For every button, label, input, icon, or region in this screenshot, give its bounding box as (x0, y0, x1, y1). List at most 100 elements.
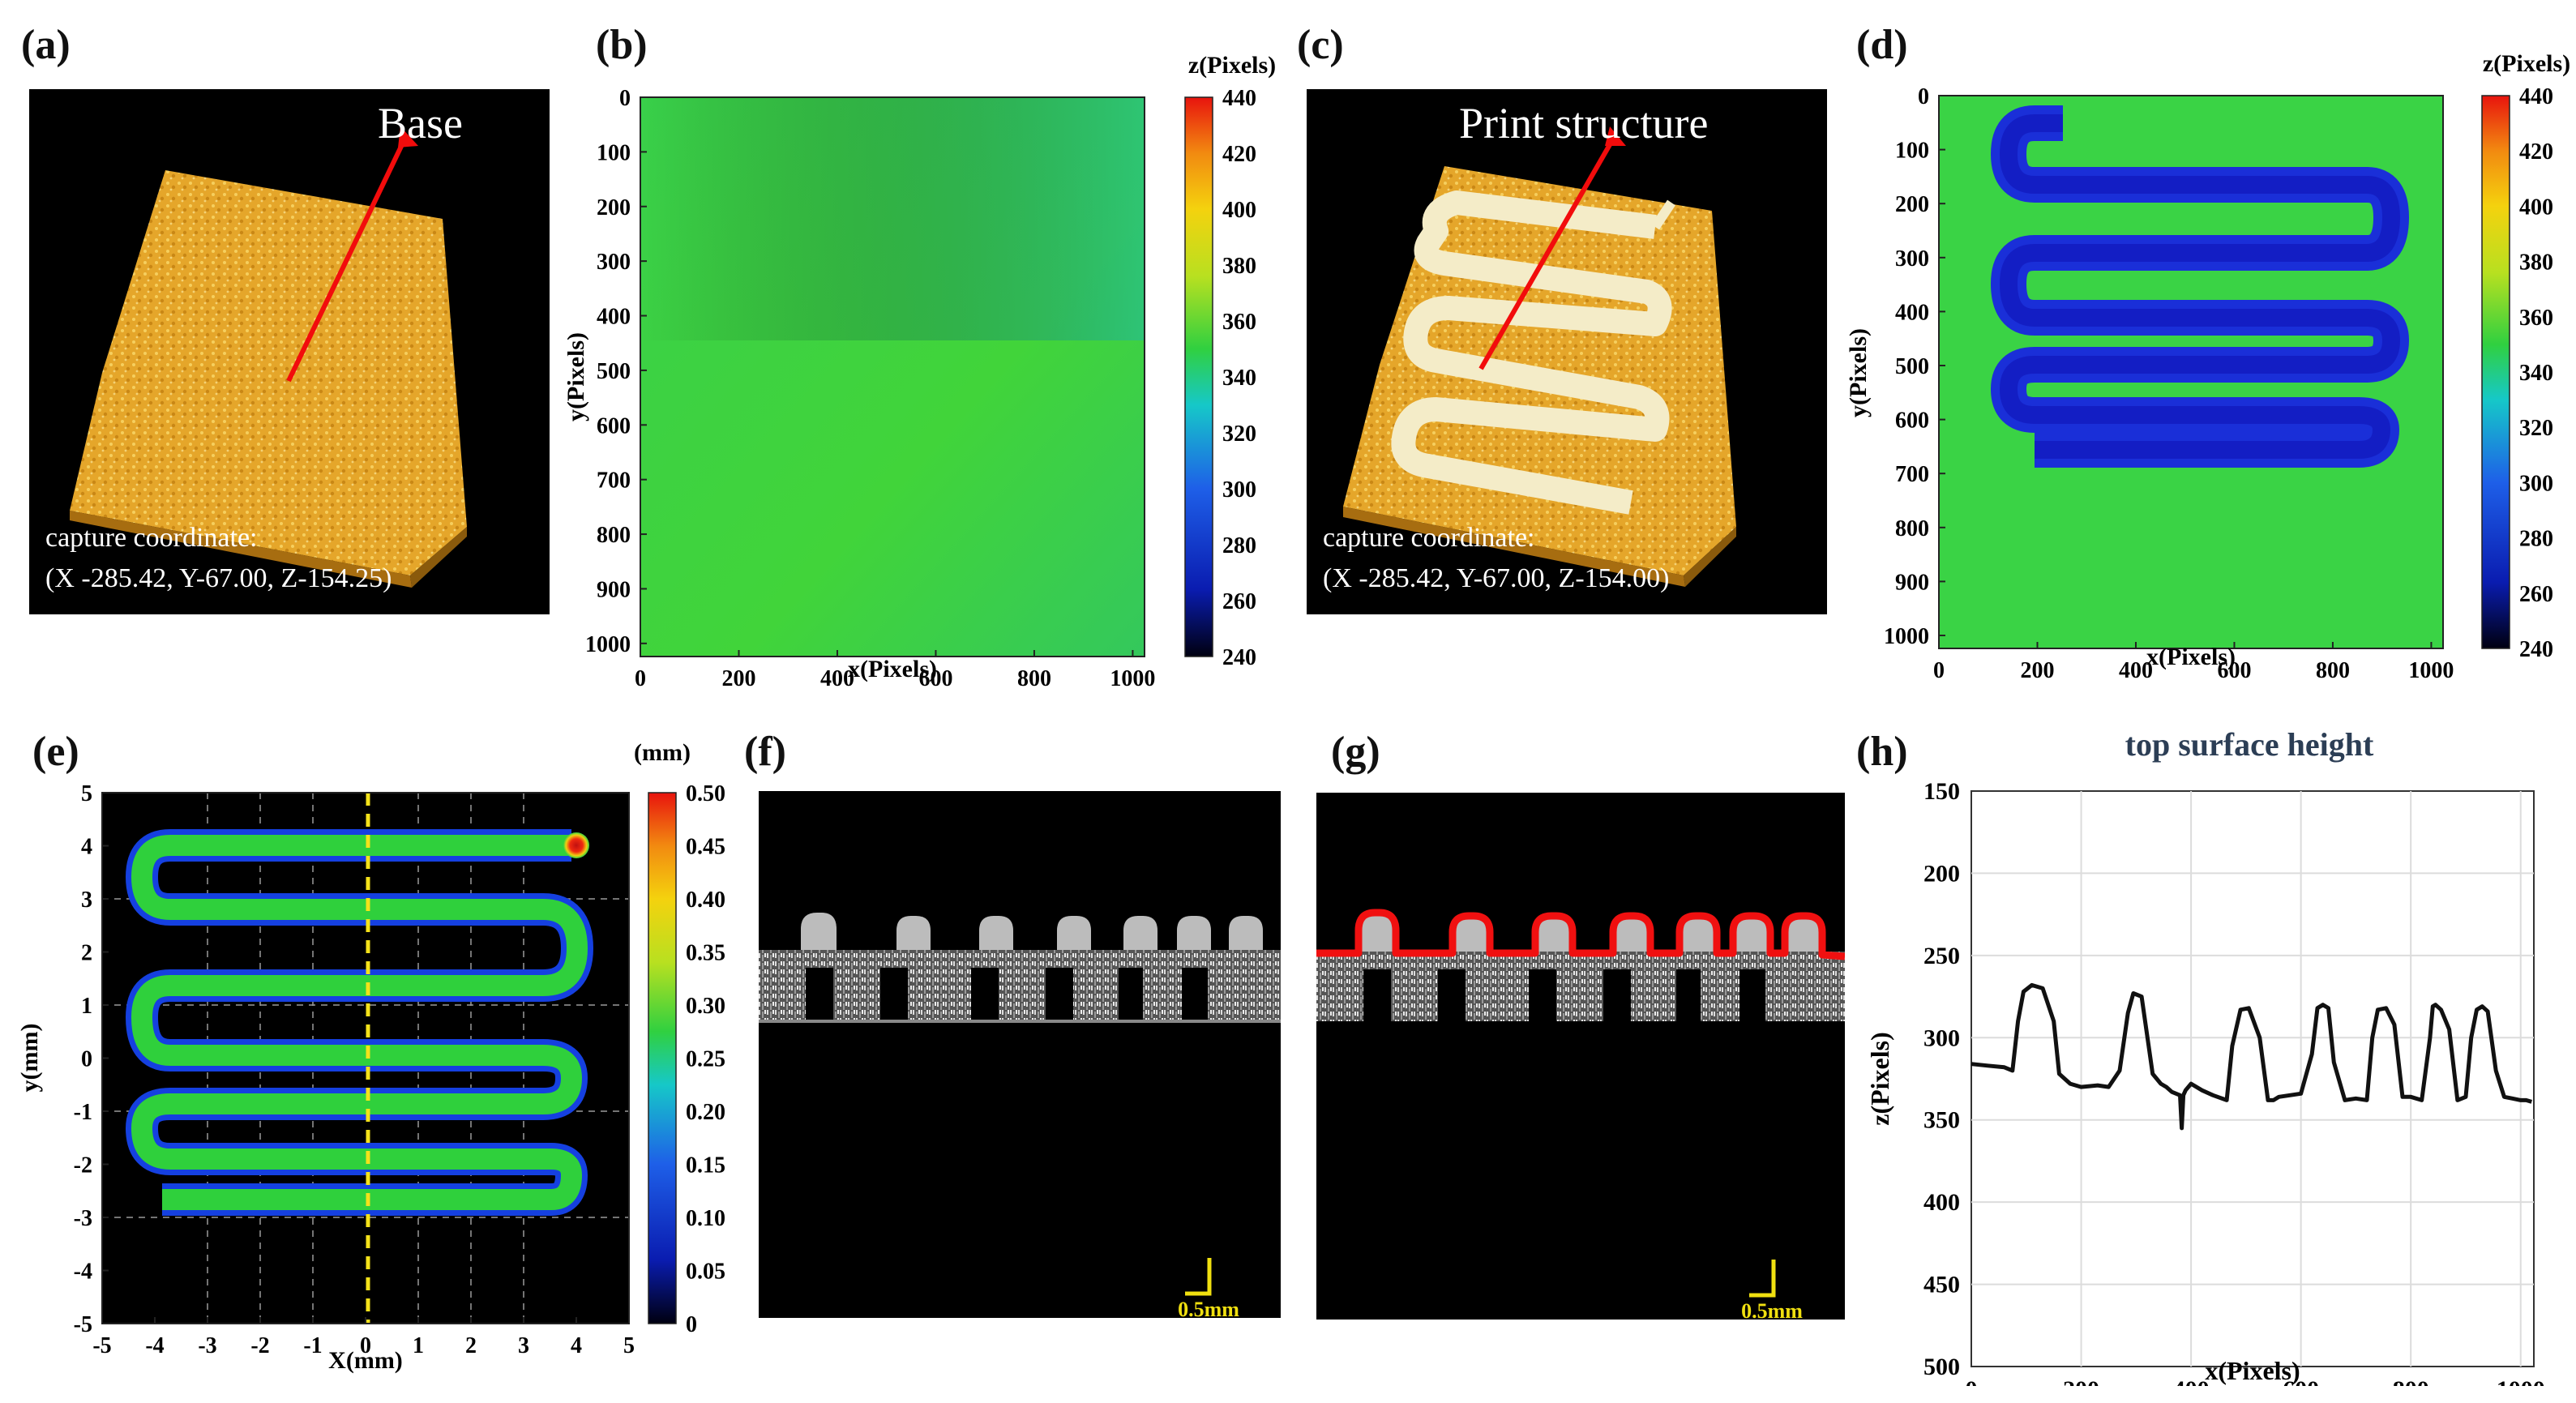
y-tick-label: -1 (74, 1100, 92, 1125)
panel-label-c: (c) (1297, 22, 1344, 68)
x-tick-label: -3 (198, 1333, 216, 1358)
y-tick-label: 600 (1895, 408, 1929, 434)
coord-title: capture coordinate: (1323, 523, 1534, 553)
x-tick-label: 800 (2316, 658, 2350, 683)
scale-bar (1749, 1260, 1776, 1298)
panel-a-render: Base capture coordinate: (X -285.42, Y-6… (29, 89, 550, 614)
colorbar-tick-label: 400 (1222, 198, 1256, 223)
x-axis-label: X(mm) (328, 1347, 403, 1374)
colorbar-tick-label: 0.20 (686, 1100, 725, 1125)
y-axis-ticks: 150 200 250 300 350 400 450 500 (1923, 778, 1960, 1380)
substrate-layer (1316, 952, 1845, 1021)
x-tick-label: 1000 (1110, 666, 1155, 691)
y-tick-label: 200 (1923, 860, 1960, 887)
x-tick-label: 400 (820, 666, 854, 691)
panel-a: Base capture coordinate: (X -285.42, Y-6… (29, 89, 550, 614)
panel-f: 0.5mm (759, 791, 1281, 1318)
y-tick-label: 400 (1923, 1189, 1960, 1216)
colorbar-title: (mm) (634, 739, 691, 766)
y-axis-ticks: 5 4 3 2 1 0 -1 -2 -3 -4 -5 (74, 781, 109, 1337)
panel-label-a: (a) (21, 22, 71, 68)
y-tick-label: -3 (74, 1206, 92, 1231)
y-tick-label: 2 (81, 941, 92, 966)
colorbar-tick-label: 280 (1222, 533, 1256, 558)
y-tick-label: 200 (597, 195, 631, 220)
colorbar-tick-label: 0.15 (686, 1153, 725, 1178)
y-tick-label: 800 (597, 523, 631, 548)
panel-label-h: (h) (1856, 729, 1908, 775)
y-tick-label: 100 (597, 140, 631, 165)
y-axis-label: z(Pixels) (1865, 1032, 1894, 1126)
colorbar-tick-label: 360 (2519, 306, 2553, 331)
x-tick-label: 4 (571, 1333, 582, 1358)
y-axis-label: y(mm) (16, 1024, 43, 1093)
panel-h-chart: top surface height 0 200 400 600 800 1000 150… (1865, 726, 2545, 1386)
colorbar-tick-label: 400 (2519, 195, 2553, 220)
x-tick-label: -2 (250, 1333, 269, 1358)
panel-label-b: (b) (596, 22, 648, 68)
y-axis-label: y(Pixels) (567, 332, 589, 421)
serpentine-trace (131, 835, 588, 1210)
detected-top-surface (1316, 909, 1845, 960)
y-axis-ticks: 0 100 200 300 400 500 600 700 800 900 1000 (585, 86, 647, 657)
x-tick-label: 0 (360, 1333, 371, 1358)
colorbar (1184, 96, 1213, 657)
panel-f-oct: 0.5mm (759, 791, 1281, 1318)
y-tick-label: 100 (1895, 139, 1929, 164)
x-tick-label: 800 (2393, 1376, 2429, 1386)
x-tick-label: -5 (92, 1333, 111, 1358)
colorbar-tick-label: 260 (2519, 582, 2553, 607)
panel-d: 0 200 400 600 800 1000 0 100 200 300 400 500 600 700… (1842, 49, 2576, 697)
colorbar-tick-label: 0.25 (686, 1047, 725, 1072)
x-tick-label: 0 (1933, 658, 1945, 683)
serpentine-trace (1991, 105, 2409, 468)
y-tick-label: 400 (1895, 300, 1929, 325)
y-tick-label: -5 (74, 1312, 92, 1337)
colorbar (2481, 95, 2510, 649)
x-tick-label: 1 (413, 1333, 424, 1358)
panel-label-e: (e) (32, 729, 79, 775)
colorbar-title: z(Pixels) (1188, 52, 1276, 79)
printed-serpentine (1391, 190, 1672, 515)
x-tick-label: 400 (2119, 658, 2153, 683)
y-tick-label: 3 (81, 888, 92, 913)
colorbar-tick-label: 300 (2519, 471, 2553, 496)
colorbar-tick-label: 260 (1222, 589, 1256, 614)
y-tick-label: 5 (81, 781, 92, 806)
arrow-head (398, 126, 418, 148)
x-axis-ticks: -5 -4 -3 -2 -1 0 1 2 3 4 5 (92, 1317, 635, 1358)
colorbar-tick-label: 0.05 (686, 1260, 725, 1285)
y-tick-label: 1000 (585, 632, 631, 657)
x-tick-label: 800 (1017, 666, 1051, 691)
x-tick-label: 600 (918, 666, 952, 691)
series-line-top-surface-height (1971, 982, 2533, 1131)
x-tick-label: 200 (721, 666, 755, 691)
x-axis-label: x(Pixels) (2205, 1356, 2300, 1385)
x-tick-label: 1000 (2408, 658, 2454, 683)
coord-value: (X -285.42, Y-67.00, Z-154.25) (45, 563, 392, 593)
x-tick-label: -1 (303, 1333, 322, 1358)
panel-c: Print structure capture coordinate: (X -… (1307, 89, 1827, 614)
colorbar-tick-label: 0.30 (686, 994, 725, 1019)
colorbar-tick-label: 340 (2519, 361, 2553, 386)
colorbar-tick-label: 280 (2519, 527, 2553, 552)
hotspot (563, 832, 589, 858)
y-tick-label: 0 (619, 86, 631, 111)
panel-g-oct: 0.5mm (1316, 793, 1845, 1320)
coord-value: (X -285.42, Y-67.00, Z-154.00) (1323, 563, 1669, 593)
x-tick-label: 3 (518, 1333, 529, 1358)
colorbar-tick-label: 340 (1222, 366, 1256, 391)
y-tick-label: 500 (1923, 1354, 1960, 1380)
scale-label: 0.5mm (1178, 1298, 1239, 1318)
y-tick-label: 700 (597, 468, 631, 494)
colorbar-tick-label: 440 (1222, 86, 1256, 111)
y-tick-label: 150 (1923, 778, 1960, 805)
colorbar-tick-label: 380 (1222, 254, 1256, 279)
y-tick-label: -4 (74, 1260, 92, 1285)
panel-label-f: (f) (744, 729, 786, 775)
channel-gaps (806, 968, 1208, 1021)
y-tick-label: 700 (1895, 462, 1929, 487)
panel-label-g: (g) (1331, 729, 1380, 775)
colorbar-tick-label: 440 (2519, 84, 2553, 109)
x-axis-label: x(Pixels) (2146, 644, 2236, 670)
